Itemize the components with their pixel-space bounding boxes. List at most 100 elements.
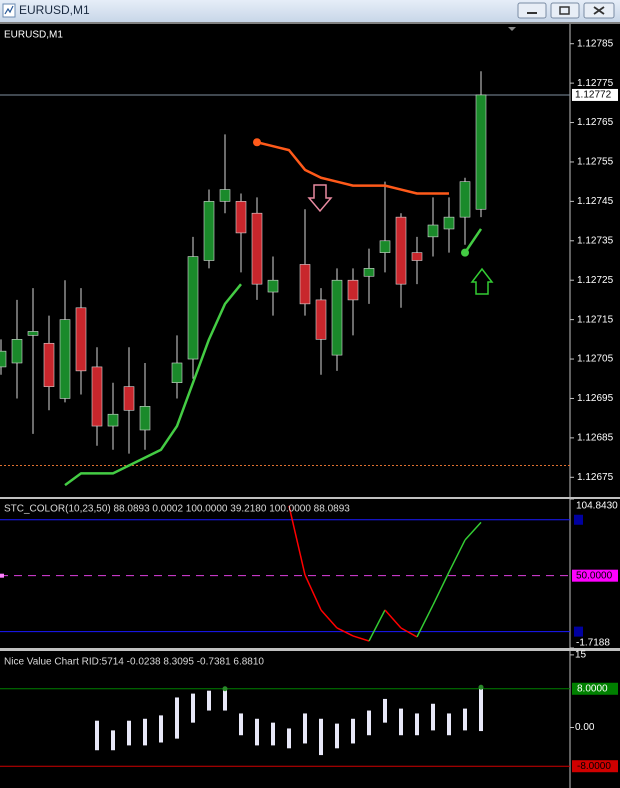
price-label: 1.12735: [577, 235, 614, 246]
nvc-axis-label: 0.00: [575, 722, 595, 733]
candle-body: [0, 350, 7, 368]
value-bar: [447, 713, 451, 736]
stc-segment: [336, 627, 354, 637]
mid-tag: [572, 569, 618, 582]
candle-body: [363, 268, 375, 277]
candle-body: [203, 201, 215, 261]
price-label: 1.12715: [577, 314, 614, 325]
indicator-line: [64, 228, 483, 487]
value-bar: [95, 720, 99, 751]
stc-segment: [432, 571, 450, 606]
restore-glyph: [559, 6, 570, 15]
stc-segment: [464, 521, 482, 541]
candle-body: [219, 189, 231, 202]
price-tag: [572, 88, 618, 101]
level-tag: [572, 682, 618, 695]
stc-segment: [288, 505, 306, 576]
value-bar: [431, 703, 435, 731]
value-bar: [159, 715, 163, 743]
stc-segment: [320, 609, 338, 629]
candle-body: [171, 362, 183, 383]
value-bar: [143, 718, 147, 746]
stc-segment: [368, 609, 386, 642]
value-bar: [223, 688, 227, 711]
panel-separator: [0, 648, 620, 651]
nvc-axis-label: -8.0000: [577, 761, 611, 772]
stc-segment: [416, 604, 434, 638]
price-label: 1.12765: [577, 117, 614, 128]
level-marker: [574, 514, 583, 525]
candle-body: [235, 201, 247, 234]
price-label: 1.12675: [577, 472, 614, 483]
candle-body: [459, 181, 471, 218]
value-bar: [111, 730, 115, 751]
buy-arrow: [470, 267, 494, 295]
candle-body: [299, 264, 311, 305]
candle-body: [395, 216, 407, 285]
value-bar: [367, 710, 371, 736]
value-bar: [127, 720, 131, 746]
value-bar: [207, 690, 211, 711]
level-tag: [572, 760, 618, 773]
candle-body: [379, 240, 391, 253]
value-bar: [399, 708, 403, 736]
candle-body: [139, 406, 151, 431]
value-bar: [239, 713, 243, 736]
price-label: 1.12755: [577, 157, 614, 168]
close-glyph: [593, 6, 605, 15]
price-tag-label: 1.12772: [575, 90, 612, 101]
nvc-axis-label: 8.0000: [577, 683, 608, 694]
candle-body: [123, 386, 135, 411]
stc-axis-label: 104.8430: [576, 501, 618, 512]
candle-body: [59, 319, 71, 399]
value-bar: [463, 708, 467, 731]
candle-body: [11, 339, 23, 364]
price-label: 1.12705: [577, 354, 614, 365]
price-label: 1.12685: [577, 433, 614, 444]
value-bar: [415, 713, 419, 736]
candle-body: [475, 94, 487, 210]
value-bar: [255, 718, 259, 746]
value-bar: [303, 713, 307, 744]
window-title: EURUSD,M1: [19, 3, 90, 17]
price-label: 1.12775: [577, 78, 614, 89]
indicator-line: [256, 141, 449, 195]
value-bar: [383, 698, 387, 723]
level-marker: [574, 626, 583, 637]
stc-segment: [400, 627, 418, 638]
value-bar: [271, 722, 275, 746]
title-bar: [0, 0, 620, 22]
stc-axis-label: 50.0000: [576, 570, 613, 581]
chart-shift-marker: [508, 27, 516, 31]
line-start-dot: [461, 248, 469, 257]
panel-separator: [0, 497, 620, 499]
main-label: EURUSD,M1: [4, 30, 63, 41]
price-label: 1.12725: [577, 275, 614, 286]
line-start-dot: [253, 138, 261, 147]
value-bar: [335, 723, 339, 749]
candle-body: [91, 366, 103, 427]
stc-axis-label: -1.7188: [576, 638, 610, 649]
minimize-button[interactable]: [517, 2, 547, 19]
window-icon-glyph: [4, 5, 14, 15]
stc-segment: [448, 539, 466, 573]
candle-body: [347, 279, 359, 301]
value-bar: [479, 687, 483, 732]
price-label: 1.12745: [577, 196, 614, 207]
candle-body: [267, 279, 279, 293]
sell-arrow: [307, 184, 333, 213]
candle-body: [443, 216, 455, 230]
candle-body: [27, 331, 39, 336]
frame: [0, 22, 620, 24]
candle-body: [107, 413, 119, 427]
extreme-dot: [222, 686, 228, 692]
stc-segment: [304, 574, 322, 611]
stc-segment: [384, 609, 402, 629]
mid-marker: [0, 573, 4, 578]
candle-body: [427, 224, 439, 238]
candle-body: [315, 299, 327, 340]
candle-body: [187, 256, 199, 360]
restore-button[interactable]: [550, 2, 580, 19]
